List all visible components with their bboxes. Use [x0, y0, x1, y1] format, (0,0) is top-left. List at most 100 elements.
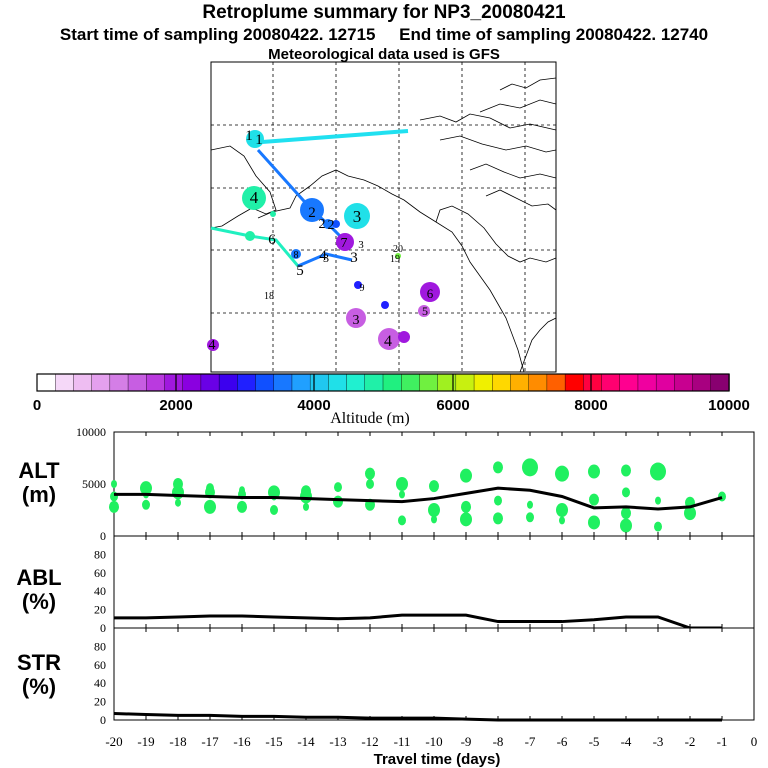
x-axis: -20 -19 -18 -17 -16 -15 -14 -13 -12 -11 -10 -9 -8 -7-… — [105, 432, 757, 749]
sampling-times: Start time of sampling 20080422. 12715 E… — [59, 25, 709, 44]
day-label: 3 — [350, 250, 358, 266]
pct-ytick: 0 — [100, 713, 106, 727]
x-tick-label: -9 — [461, 734, 472, 749]
x-tick-label: -18 — [169, 734, 186, 749]
plume-circle — [336, 233, 354, 251]
colorbar-cell — [127, 373, 147, 392]
plume-circle — [245, 231, 255, 241]
plume-circle — [381, 301, 389, 309]
colorbar-cell — [146, 373, 166, 392]
alt-panel: ALT (m) 10000 5000 0 — [18, 425, 755, 543]
pct-ytick: 80 — [94, 639, 106, 653]
alt-plume-point — [300, 489, 312, 504]
alt-plume-point — [172, 485, 184, 500]
abl-line — [114, 613, 722, 630]
colorbar-tick-label: 4000 — [297, 397, 330, 414]
map-gridlines — [211, 62, 556, 372]
colorbar-cell — [182, 373, 202, 392]
str-name: STR — [17, 650, 61, 675]
x-tick-label: -6 — [557, 734, 568, 749]
alt-plume-point — [588, 515, 600, 530]
alt-plume-point — [109, 500, 119, 513]
alt-plume-point — [140, 481, 152, 496]
colorbar-cell — [601, 373, 621, 392]
day-label: 4 — [209, 338, 216, 353]
colorbar-cell — [328, 373, 348, 392]
colorbar-cell — [382, 373, 402, 392]
trajectory-segment — [256, 148, 350, 246]
chart-title: Retroplume summary for NP3_20080421 — [202, 2, 566, 23]
pct-ytick: 20 — [94, 695, 106, 709]
day-label: 2 — [328, 218, 335, 233]
x-tick-label: -11 — [394, 734, 411, 749]
alt-plume-point — [620, 518, 632, 533]
alt-plume-point — [555, 465, 569, 482]
alt-name: ALT — [18, 458, 60, 483]
alt-plume-point — [522, 458, 538, 477]
colorbar-cell — [164, 373, 184, 392]
colorbar-tick-label: 0 — [33, 397, 41, 414]
day-label: 7 — [341, 236, 348, 251]
x-tick-label: -3 — [653, 734, 664, 749]
alt-plume-point — [460, 512, 472, 527]
colorbar-cell — [346, 373, 366, 392]
x-tick-label: -14 — [297, 734, 315, 749]
plume-circle — [323, 219, 333, 229]
day-label: 3 — [353, 207, 362, 226]
day-label: 19 — [390, 254, 400, 265]
alt-plume-point — [559, 516, 565, 525]
pct-ytick: 40 — [94, 584, 106, 598]
str-units: (%) — [22, 674, 56, 699]
colorbar-cell — [200, 373, 220, 392]
colorbar-title: Altitude (m) — [330, 410, 410, 427]
plume-circle — [344, 203, 370, 229]
day-label: 3 — [353, 313, 360, 328]
colorbar-cell — [36, 373, 56, 392]
day-label: 3 — [323, 251, 329, 265]
day-label: 4 — [319, 248, 327, 264]
x-tick-label: -8 — [493, 734, 504, 749]
colorbar-cell — [528, 373, 548, 392]
colorbar-cell — [291, 373, 311, 392]
colorbar-cell — [309, 373, 330, 392]
alt-plume-point — [270, 505, 278, 515]
plume-circle — [346, 308, 366, 328]
x-tick-label: -15 — [265, 734, 282, 749]
x-tick-label: -12 — [361, 734, 378, 749]
plume-circle — [270, 211, 276, 217]
colorbar-cell — [364, 373, 384, 392]
colorbar-cell — [273, 373, 293, 392]
colorbar-cell — [655, 373, 676, 392]
alt-plume-point — [684, 506, 696, 521]
alt-plume-point — [333, 495, 343, 508]
x-tick-label: -10 — [425, 734, 442, 749]
plume-circle — [378, 328, 400, 350]
x-tick-label: -16 — [233, 734, 251, 749]
pct-ytick: 80 — [94, 547, 106, 561]
colorbar-cell — [637, 373, 657, 392]
plume-circle — [332, 220, 340, 228]
day-label: 8 — [294, 250, 299, 261]
abl-panel: ABL (%) 80 60 40 20 0 — [16, 535, 755, 635]
alt-plume-point — [399, 490, 405, 499]
alt-plume-point — [494, 495, 502, 506]
pct-ytick: 40 — [94, 676, 106, 690]
alt-plume-point — [718, 491, 726, 502]
colorbar-cell — [455, 373, 475, 392]
colorbar-cell — [73, 373, 93, 392]
abl-name: ABL — [16, 565, 61, 590]
day-label: 1 — [255, 132, 263, 148]
colorbar-cell — [492, 373, 512, 392]
alt-plume-point — [461, 500, 471, 513]
day-label: 5 — [422, 304, 428, 318]
colorbar-cell — [692, 373, 712, 392]
trajectory-segment — [261, 129, 409, 144]
day-label: 2 — [319, 217, 326, 232]
day-label: 5 — [296, 263, 304, 279]
colorbar-cell — [583, 373, 603, 392]
colorbar-cell — [564, 373, 585, 392]
day-label: 3 — [358, 239, 364, 251]
plume-circle — [242, 186, 266, 210]
alt-plume-point — [526, 512, 534, 523]
alt-plume-point — [621, 507, 631, 520]
